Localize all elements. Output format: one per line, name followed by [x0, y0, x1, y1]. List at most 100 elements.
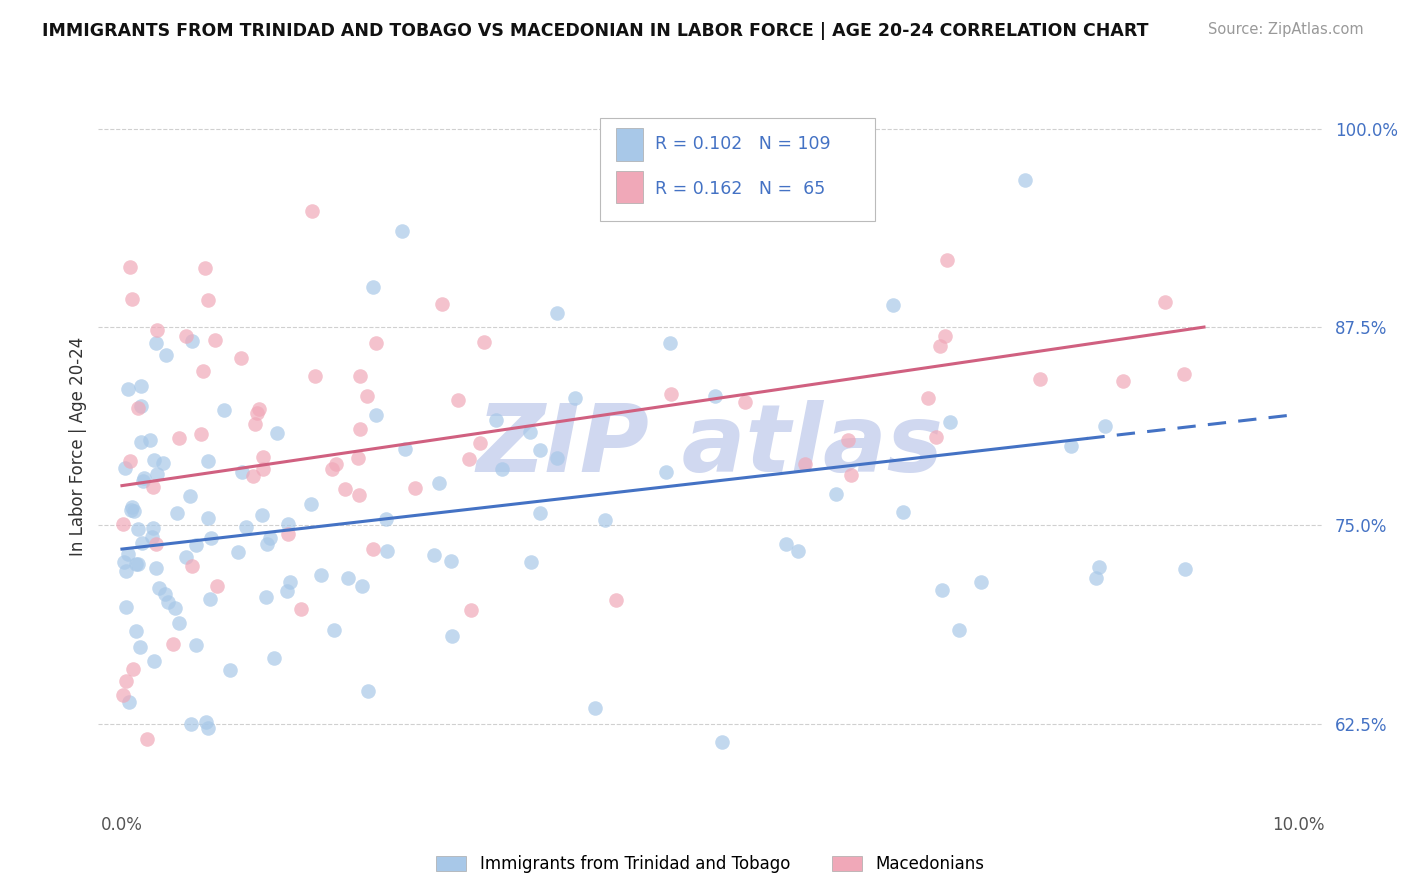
Text: R = 0.102   N = 109: R = 0.102 N = 109: [655, 136, 831, 153]
Point: [356, 684, 378, 698]
Text: ZIP atlas: ZIP atlas: [477, 400, 943, 492]
Point: [162, 637, 184, 651]
Point: [184, 538, 207, 552]
Point: [252, 450, 274, 465]
Point: [939, 416, 962, 430]
Text: R = 0.162   N =  65: R = 0.162 N = 65: [655, 180, 825, 198]
Point: [1014, 172, 1036, 186]
Point: [349, 422, 371, 436]
Point: [135, 731, 157, 746]
Point: [430, 296, 453, 310]
Point: [145, 537, 167, 551]
Point: [301, 204, 323, 219]
Point: [167, 615, 190, 630]
Point: [174, 329, 197, 343]
Point: [166, 506, 188, 520]
Point: [364, 336, 387, 351]
Point: [146, 467, 169, 481]
Point: [825, 487, 848, 501]
Bar: [616, 128, 643, 161]
Point: [247, 402, 270, 417]
Point: [134, 470, 156, 484]
Point: [219, 663, 242, 677]
Point: [139, 434, 162, 448]
Point: [529, 443, 551, 458]
Point: [148, 581, 170, 595]
Point: [311, 568, 333, 582]
Point: [242, 468, 264, 483]
Point: [121, 292, 143, 306]
Point: [118, 454, 141, 468]
Point: [120, 260, 142, 275]
Point: [197, 721, 219, 735]
Point: [127, 522, 149, 536]
Point: [546, 450, 568, 465]
Point: [485, 412, 508, 426]
Point: [593, 513, 616, 527]
Point: [112, 688, 135, 702]
Point: [374, 511, 396, 525]
Point: [195, 714, 218, 729]
Point: [1174, 562, 1197, 576]
Point: [491, 462, 513, 476]
Point: [155, 347, 177, 361]
Point: [254, 590, 277, 604]
Point: [115, 600, 138, 615]
Point: [1173, 367, 1195, 381]
Point: [290, 602, 312, 616]
Point: [125, 558, 148, 572]
Point: [703, 389, 725, 403]
Point: [152, 456, 174, 470]
Point: [364, 408, 387, 422]
Point: [447, 392, 470, 407]
Point: [519, 425, 541, 439]
Point: [1094, 418, 1116, 433]
Point: [229, 351, 252, 366]
Point: [118, 695, 141, 709]
Point: [191, 364, 214, 378]
Point: [931, 583, 953, 598]
Point: [145, 336, 167, 351]
Point: [361, 542, 384, 557]
Point: [1029, 372, 1052, 386]
Point: [439, 554, 461, 568]
Point: [882, 297, 904, 311]
Bar: [616, 171, 643, 203]
Point: [117, 382, 139, 396]
Point: [460, 603, 482, 617]
Point: [122, 503, 145, 517]
Point: [157, 595, 180, 609]
Point: [786, 543, 808, 558]
Point: [794, 457, 817, 471]
Point: [129, 435, 152, 450]
Text: IMMIGRANTS FROM TRINIDAD AND TOBAGO VS MACEDONIAN IN LABOR FORCE | AGE 20-24 COR: IMMIGRANTS FROM TRINIDAD AND TOBAGO VS M…: [42, 22, 1149, 40]
Point: [131, 536, 153, 550]
Point: [427, 475, 450, 490]
Point: [197, 454, 219, 468]
Point: [440, 629, 463, 643]
Point: [564, 391, 586, 405]
Point: [321, 461, 343, 475]
Point: [423, 549, 446, 563]
Point: [304, 368, 326, 383]
Point: [734, 395, 756, 409]
Y-axis label: In Labor Force | Age 20-24: In Labor Force | Age 20-24: [69, 336, 87, 556]
Point: [114, 461, 136, 475]
Point: [129, 379, 152, 393]
Point: [146, 323, 169, 337]
Point: [142, 521, 165, 535]
Point: [212, 402, 235, 417]
Point: [115, 564, 138, 578]
Point: [929, 339, 952, 353]
Point: [277, 516, 299, 531]
Point: [336, 571, 359, 585]
Point: [936, 253, 959, 268]
Point: [970, 574, 993, 589]
Point: [120, 503, 142, 517]
Point: [266, 426, 288, 441]
Point: [129, 399, 152, 413]
Point: [127, 401, 149, 416]
Point: [375, 544, 398, 558]
Point: [583, 701, 606, 715]
Point: [529, 506, 551, 520]
